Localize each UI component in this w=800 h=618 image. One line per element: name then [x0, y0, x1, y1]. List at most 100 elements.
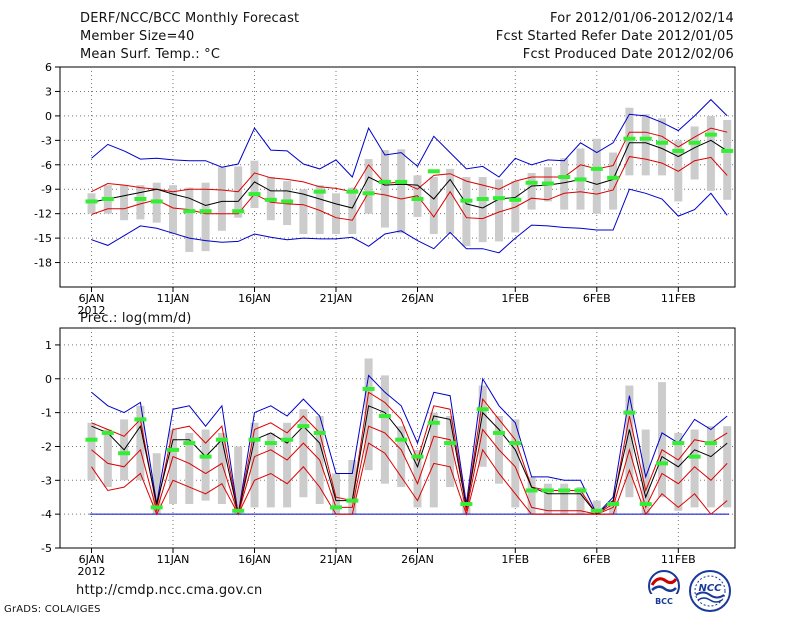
- precipitation-ensemble-bar: [380, 375, 389, 484]
- temperature-xtick-label: 11JAN: [157, 292, 190, 305]
- variable-label: Mean Surf. Temp.: °C: [80, 47, 221, 62]
- temperature-ensemble-bar: [332, 193, 340, 235]
- precipitation-observed-marker: [639, 502, 652, 506]
- temperature-observed-marker: [590, 166, 603, 171]
- temperature-ensemble-bar: [625, 107, 634, 176]
- precipitation-observed-marker: [395, 437, 408, 442]
- precipitation-observed-marker: [264, 441, 277, 446]
- precipitation-observed-marker: [590, 508, 603, 513]
- temperature-ensemble-bar: [87, 193, 96, 214]
- precipitation-observed-marker: [101, 430, 114, 435]
- temperature-observed-marker: [574, 177, 587, 182]
- temperature-ensemble-bar: [429, 177, 438, 235]
- temperature-ensemble-bar: [185, 187, 194, 252]
- temperature-observed-marker: [476, 197, 489, 201]
- bcc-logo-icon: BCC: [648, 570, 680, 606]
- precipitation-observed-marker: [672, 441, 685, 446]
- temperature-lower-line: [91, 156, 728, 221]
- temperature-min-line: [91, 188, 728, 254]
- temperature-observed-marker: [362, 191, 375, 196]
- precipitation-xtick-label: 6FEB: [583, 553, 611, 566]
- temperature-observed-marker: [281, 199, 294, 204]
- precipitation-mean-line: [91, 405, 728, 515]
- temperature-observed-marker: [85, 199, 98, 204]
- precipitation-ensemble-bar: [169, 429, 177, 504]
- temperature-ensemble-bar: [495, 179, 503, 242]
- precipitation-ensemble-bar: [625, 385, 634, 498]
- precipitation-ensemble-bar: [364, 358, 373, 471]
- temperature-ensemble-bar: [136, 185, 145, 220]
- precipitation-ensemble-bar: [576, 487, 585, 515]
- temperature-observed-marker: [264, 197, 277, 202]
- precipitation-ensemble-bar: [511, 419, 520, 508]
- temperature-ensemble-bar: [560, 158, 569, 210]
- precipitation-ensemble-bar: [527, 476, 536, 515]
- precipitation-observed-marker: [444, 441, 457, 446]
- temperature-panel: 6 3 0 -3 -6 -9 -12 -15 -18 6JAN 11JAN 16JAN 21JAN 26J…: [34, 61, 736, 317]
- temperature-xtick-label: 21JAN: [320, 292, 353, 305]
- bcc-logo: BCC: [642, 569, 686, 609]
- precipitation-ensemble-bar: [674, 432, 683, 511]
- temperature-ytick-label: 0: [45, 110, 52, 123]
- temperature-ensemble-bar: [348, 187, 357, 235]
- precipitation-ytick-label: -4: [41, 508, 52, 521]
- precipitation-ensemble-bar: [641, 429, 650, 515]
- grads-credit: GrADS: COLA/IGES: [4, 604, 101, 615]
- precipitation-ytick-label: 0: [45, 373, 52, 386]
- precipitation-ytick-label: -2: [41, 440, 52, 453]
- precipitation-ensemble-bar: [723, 426, 732, 508]
- precipitation-ytick-label: -1: [41, 407, 52, 420]
- temperature-ensemble-bar: [609, 152, 618, 210]
- temperature-ensemble-bar: [690, 126, 699, 180]
- footer-url[interactable]: http://cmdp.ncc.cma.gov.cn: [76, 583, 263, 598]
- precipitation-observed-marker: [688, 454, 701, 459]
- fcst-produced-date: Fcst Produced Date 2012/02/06: [522, 47, 734, 62]
- precipitation-ytick-label: -3: [41, 474, 52, 487]
- precipitation-observed-marker: [134, 417, 147, 422]
- temperature-observed-marker: [378, 179, 391, 184]
- temperature-ytick-label: -3: [41, 134, 52, 147]
- temperature-xtick-label: 1FEB: [501, 292, 529, 305]
- precipitation-xtick-label: 26JAN: [401, 553, 434, 566]
- precipitation-observed-marker: [215, 437, 228, 442]
- precipitation-xtick-label: 11FEB: [661, 553, 696, 566]
- temperature-xtick-label: 6FEB: [583, 292, 611, 305]
- temperature-xtick-label: 6JAN: [79, 292, 105, 305]
- temperature-ytick-label: 6: [45, 61, 52, 74]
- precipitation-observed-marker: [509, 441, 522, 446]
- precipitation-observed-marker: [623, 410, 636, 415]
- temperature-ensemble-bar: [169, 185, 177, 235]
- temperature-observed-marker: [672, 148, 685, 153]
- temperature-ensemble-bar: [706, 115, 715, 191]
- temperature-observed-marker: [395, 179, 408, 184]
- temperature-observed-marker: [558, 175, 571, 179]
- precipitation-ensemble-bar: [217, 432, 226, 504]
- precipitation-ensemble-bar: [543, 483, 552, 515]
- temperature-ensemble-bar: [120, 185, 129, 221]
- temperature-ensemble-bar: [478, 177, 487, 243]
- member-size: Member Size=40: [80, 29, 195, 44]
- precipitation-ensemble-bar: [413, 449, 422, 508]
- precipitation-max-line: [91, 374, 728, 516]
- precipitation-observed-marker: [183, 441, 196, 446]
- temperature-observed-marker: [427, 169, 440, 174]
- precipitation-ensemble-bar: [266, 432, 275, 508]
- precipitation-lower-line: [91, 425, 728, 516]
- precipitation-ensemble-bar: [446, 416, 455, 488]
- precipitation-ensemble-bar: [234, 446, 243, 515]
- precipitation-xtick-label: 21JAN: [320, 553, 353, 566]
- temperature-xtick-label: 11FEB: [661, 292, 696, 305]
- precipitation-ensemble-bar: [592, 500, 601, 515]
- precipitation-ensemble-bar: [87, 422, 96, 481]
- precipitation-observed-marker: [378, 414, 391, 418]
- temperature-observed-marker: [199, 209, 212, 214]
- temperature-ytick-label: -12: [34, 208, 52, 221]
- temperature-ensemble-bar: [217, 167, 226, 231]
- temperature-frame: [59, 66, 736, 288]
- precipitation-ensemble-bar: [690, 429, 699, 508]
- precipitation-xtick-label: 6JAN: [79, 553, 105, 566]
- temperature-max-line: [91, 98, 728, 178]
- temperature-ensemble-bar: [527, 172, 536, 210]
- ncc-logo-text: NCC: [698, 583, 722, 594]
